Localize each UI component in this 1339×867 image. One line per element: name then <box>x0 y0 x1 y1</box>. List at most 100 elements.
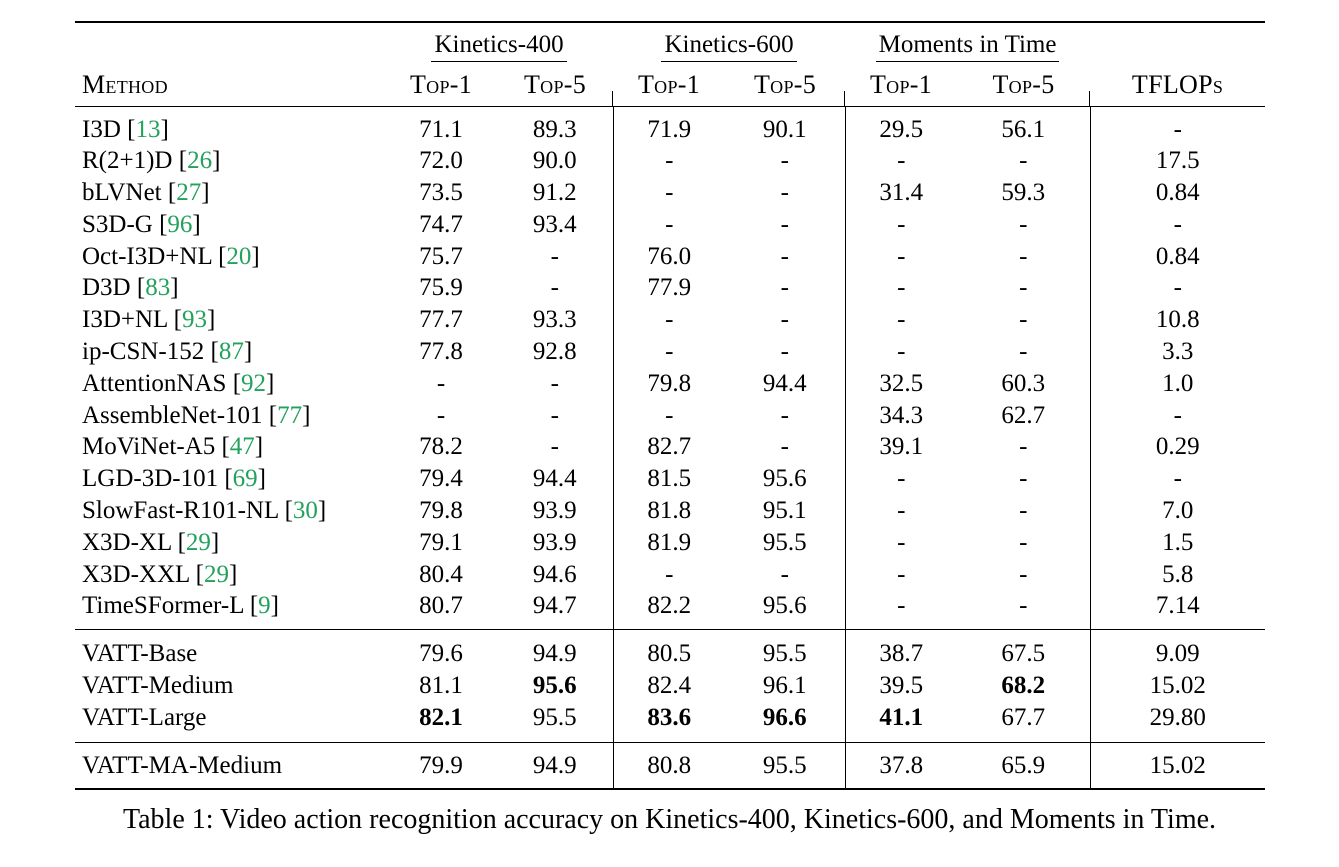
group-label: Kinetics-400 <box>431 31 567 62</box>
metric-cell: - <box>1173 401 1182 429</box>
bracket: [ <box>167 306 182 334</box>
metric-cell: 68.2 <box>957 670 1091 702</box>
metric-cell: 94.9 <box>497 629 614 671</box>
bracket: [ <box>243 592 259 620</box>
column-group-row: Kinetics-400 Kinetics-600 Moments in Tim… <box>75 22 1265 64</box>
metric-cell: - <box>665 210 674 238</box>
citation-link[interactable]: 13 <box>135 115 161 143</box>
section-vatt: VATT-Base 79.6 94.9 80.5 95.5 38.7 67.5 9.09 VAT… <box>75 629 1266 743</box>
metric-cell: 34.3 <box>879 401 924 429</box>
metric-cell: 79.4 <box>419 465 463 493</box>
method-name: I3D <box>82 115 121 143</box>
metric-cell: 31.4 <box>879 179 924 207</box>
method-name: bLVNet <box>82 179 162 207</box>
metric-cell: 95.6 <box>725 590 846 630</box>
column-group-kinetics-600: Kinetics-600 <box>613 22 845 64</box>
metric-cell: - <box>957 463 1091 496</box>
table-row: X3D-XXL [29] 80.4 94.6 - - - - 5.8 <box>75 558 1265 591</box>
metric-cell: - <box>897 560 906 588</box>
citation-link[interactable]: 27 <box>176 179 202 207</box>
method-name: D3D <box>82 274 131 302</box>
citation-link[interactable]: 92 <box>241 369 267 397</box>
bracket: [ <box>189 560 204 588</box>
metric-cell: 93.9 <box>497 495 614 527</box>
table-row: I3D+NL [93] 77.7 93.3 - - - - 10.8 <box>75 304 1265 337</box>
citation-link[interactable]: 26 <box>187 147 213 175</box>
table-row: D3D [83] 75.9 - 77.9 - - - - <box>75 272 1265 305</box>
method-cell: TimeSFormer-L [9] <box>75 590 385 629</box>
metric-cell: 75.7 <box>419 242 463 270</box>
metric-cell: 80.5 <box>647 640 692 668</box>
bracket: [ <box>120 115 136 143</box>
metric-cell: - <box>957 145 1091 178</box>
citation-link[interactable]: 93 <box>181 306 207 334</box>
method-cell: ip-CSN-152 [87] <box>75 336 385 368</box>
metric-cell: 5.8 <box>1162 560 1194 588</box>
metric-cell: - <box>665 338 674 366</box>
method-cell: AssembleNet-101 [77] <box>75 400 385 432</box>
metric-cell: - <box>897 465 906 493</box>
table-row: MoViNet-A5 [47] 78.2 - 82.7 - 39.1 - 0.29 <box>75 431 1265 464</box>
metric-cell: - <box>957 590 1091 630</box>
table-row: VATT-Medium 81.1 95.6 82.4 96.1 39.5 68.2 15.02 <box>75 670 1265 702</box>
table-row: VATT-MA-Medium 79.9 94.9 80.8 95.5 37.8 65.9 15… <box>75 742 1265 790</box>
citation-link[interactable]: 47 <box>229 433 255 461</box>
metric-cell: - <box>497 240 614 273</box>
table-row: I3D [13] 71.1 89.3 71.9 90.1 29.5 56.1 - <box>75 106 1265 146</box>
metric-cell: - <box>436 401 446 429</box>
bracket: ] <box>160 115 169 143</box>
metric-cell: - <box>1173 274 1182 302</box>
citation-link[interactable]: 69 <box>232 465 258 493</box>
metric-cell: - <box>897 210 906 238</box>
citation-link[interactable]: 9 <box>258 592 271 620</box>
bracket: ] <box>266 369 275 397</box>
metric-cell: 94.7 <box>497 590 614 630</box>
metric-cell: 71.9 <box>647 115 692 143</box>
bracket: ] <box>251 242 260 270</box>
table-row: SlowFast-R101-NL [30] 79.8 93.9 81.8 95.1 - - 7… <box>75 495 1265 527</box>
citation-link[interactable]: 96 <box>167 210 193 238</box>
metric-cell: 82.7 <box>647 433 692 461</box>
citation-link[interactable]: 83 <box>145 274 171 302</box>
citation-link[interactable]: 87 <box>218 338 244 366</box>
metric-cell: 82.4 <box>647 672 692 700</box>
citation-link[interactable]: 77 <box>277 401 303 429</box>
metric-cell: 39.1 <box>879 433 924 461</box>
metric-cell: 89.3 <box>497 106 614 146</box>
metric-cell: - <box>436 369 446 397</box>
metric-cell: 7.0 <box>1162 497 1194 525</box>
column-header-top5: Top-5 <box>957 64 1091 106</box>
metric-cell: 91.2 <box>497 177 614 209</box>
metric-cell: 77.7 <box>419 306 463 334</box>
bracket: ] <box>192 210 201 238</box>
metric-cell: 15.02 <box>1149 672 1206 700</box>
method-cell: AttentionNAS [92] <box>75 368 385 400</box>
citation-link[interactable]: 20 <box>226 242 252 270</box>
metric-cell: - <box>725 272 846 305</box>
metric-cell: 93.4 <box>497 208 614 241</box>
method-name: I3D+NL <box>82 306 168 334</box>
metric-cell: 1.0 <box>1162 369 1194 397</box>
method-cell: bLVNet [27] <box>75 177 385 209</box>
citation-link[interactable]: 29 <box>203 560 229 588</box>
metric-cell: 95.6 <box>725 463 846 496</box>
table-header: Kinetics-400 Kinetics-600 Moments in Tim… <box>75 22 1266 106</box>
bracket: ] <box>210 528 220 556</box>
metric-cell: 79.8 <box>647 369 692 397</box>
column-header-top1: Top-1 <box>409 69 473 99</box>
method-cell: I3D+NL [93] <box>75 304 385 336</box>
column-header-row: Method Top-1 Top-5 Top-1 Top-5 Top-1 Top… <box>75 64 1265 106</box>
results-table: Kinetics-400 Kinetics-600 Moments in Tim… <box>75 21 1266 791</box>
bracket: ] <box>201 179 210 207</box>
metric-cell: 0.84 <box>1155 179 1200 207</box>
metric-cell: 93.3 <box>497 304 614 337</box>
citation-link[interactable]: 29 <box>185 528 211 556</box>
metric-cell: 80.4 <box>419 560 463 588</box>
table-row: bLVNet [27] 73.5 91.2 - - 31.4 59.3 0.84 <box>75 177 1265 209</box>
citation-link[interactable]: 30 <box>292 497 318 525</box>
metric-cell: 0.84 <box>1155 242 1200 270</box>
method-cell: VATT-Medium <box>75 670 385 702</box>
method-cell: X3D-XXL [29] <box>75 559 385 591</box>
metric-cell: - <box>725 177 846 209</box>
bracket: [ <box>262 401 278 429</box>
